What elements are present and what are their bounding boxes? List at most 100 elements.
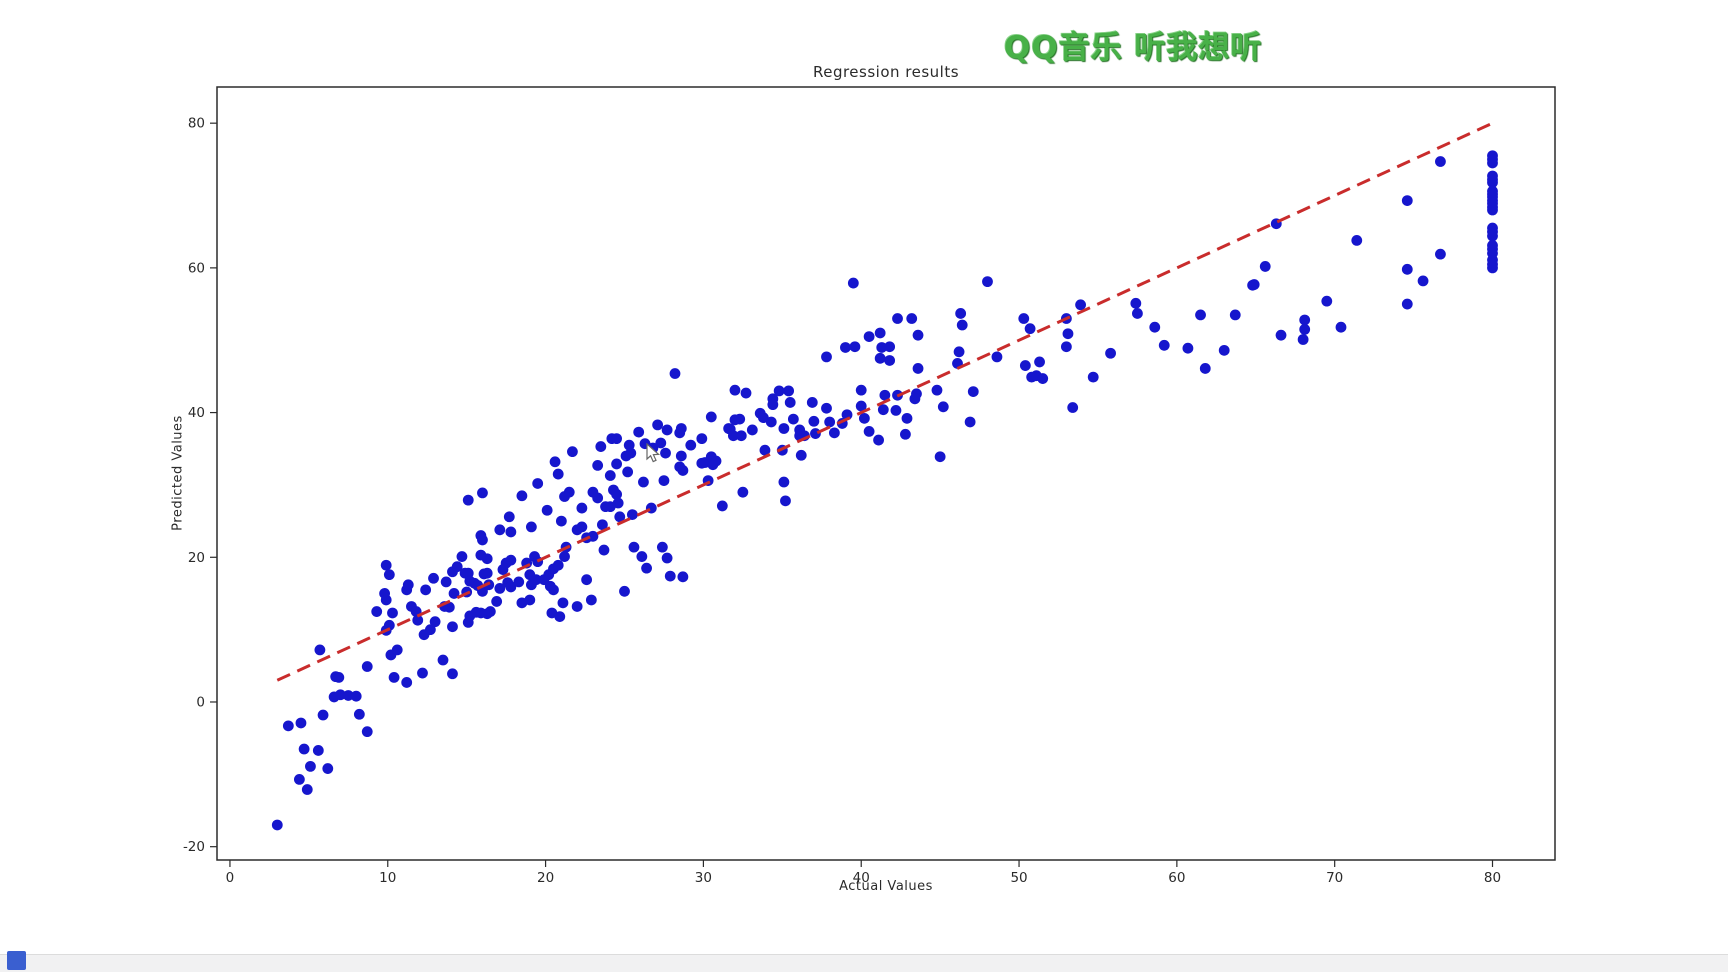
scatter-point xyxy=(633,426,645,438)
scatter-point xyxy=(417,667,428,679)
scatter-point xyxy=(1435,156,1446,167)
scatter-point xyxy=(1158,339,1170,351)
scatter-point xyxy=(934,451,946,463)
scatter-point xyxy=(900,428,911,440)
scatter-point xyxy=(604,470,616,481)
scatter-point xyxy=(876,342,888,353)
scatter-point xyxy=(1335,321,1347,333)
scatter-point xyxy=(821,402,832,414)
scatter-point xyxy=(677,571,689,583)
scatter-point xyxy=(1105,347,1116,359)
scatter-point xyxy=(350,690,362,702)
x-tick-label: 40 xyxy=(853,870,870,886)
scatter-point xyxy=(669,368,681,379)
scatter-point xyxy=(1401,298,1413,310)
scatter-point xyxy=(628,541,640,553)
x-tick-label: 70 xyxy=(1326,870,1343,886)
scatter-point xyxy=(874,327,886,339)
scatter-point xyxy=(675,450,687,462)
scatter-point xyxy=(335,689,346,701)
scatter-point xyxy=(912,363,924,374)
scatter-point xyxy=(598,544,610,556)
scatter-point xyxy=(1229,309,1241,321)
x-tick-label: 20 xyxy=(537,870,554,886)
scatter-point xyxy=(301,784,313,795)
scatter-point xyxy=(1417,275,1429,287)
y-tick-label: 60 xyxy=(188,260,205,276)
scatter-point xyxy=(677,465,689,476)
scatter-point xyxy=(563,486,575,498)
scatter-point xyxy=(477,534,488,546)
scatter-point xyxy=(863,425,875,437)
x-tick-label: 50 xyxy=(1010,870,1027,886)
scatter-point xyxy=(982,276,993,288)
scatter-point xyxy=(964,416,976,428)
scatter-point xyxy=(892,313,903,324)
scatter-point xyxy=(494,582,506,594)
x-tick-label: 0 xyxy=(226,870,235,886)
scatter-point xyxy=(956,319,968,331)
scatter-point xyxy=(554,611,566,623)
scatter-point xyxy=(494,524,506,536)
scatter-point xyxy=(727,430,739,442)
scatter-point xyxy=(759,444,771,456)
x-tick-label: 60 xyxy=(1168,870,1185,886)
scatter-point xyxy=(380,594,392,606)
scatter-point xyxy=(456,551,468,562)
scatter-point xyxy=(1401,263,1413,275)
scatter-point xyxy=(552,468,564,480)
scatter-point xyxy=(1132,308,1143,319)
scatter-point xyxy=(552,559,564,571)
scatter-point xyxy=(559,551,570,562)
scatter-point xyxy=(1299,314,1311,326)
scatter-point xyxy=(710,455,722,467)
scatter-point xyxy=(661,424,673,436)
scatter-point xyxy=(293,774,305,785)
scatter-point xyxy=(840,342,851,353)
scatter-point xyxy=(847,277,859,289)
scatter-point xyxy=(516,490,528,502)
scatter-point xyxy=(967,386,979,397)
scatter-point xyxy=(491,596,503,607)
scatter-point xyxy=(1487,262,1498,274)
scatter-point xyxy=(622,466,634,478)
scatter-point xyxy=(447,668,458,680)
scatter-point xyxy=(1024,323,1036,335)
scatter-point xyxy=(778,423,790,434)
scatter-point xyxy=(661,552,673,564)
scatter-point xyxy=(675,423,687,434)
scatter-point xyxy=(614,511,626,523)
scatter-point xyxy=(402,579,414,591)
scatter-point xyxy=(322,763,334,774)
scatter-point xyxy=(557,597,569,609)
scatter-point xyxy=(625,447,637,459)
scatter-point xyxy=(611,433,623,445)
scatter-point xyxy=(383,619,395,631)
scatter-point xyxy=(734,413,746,425)
taskbar-app-icon[interactable] xyxy=(7,951,26,970)
scatter-point xyxy=(664,570,676,582)
scatter-point xyxy=(655,437,667,449)
scatter-point xyxy=(592,492,604,504)
scatter-point xyxy=(503,511,515,523)
scatter-point xyxy=(1401,195,1413,206)
scatter-point xyxy=(955,308,967,319)
scatter-point xyxy=(1037,373,1049,384)
scatter-point xyxy=(581,574,593,586)
scatter-point xyxy=(1487,157,1498,169)
scatter-point xyxy=(716,500,728,512)
scatter-point xyxy=(863,331,875,343)
scatter-point xyxy=(576,502,588,514)
scatter-point xyxy=(619,585,630,597)
scatter-point xyxy=(1248,279,1260,290)
scatter-point xyxy=(333,671,345,683)
scatter-point xyxy=(1297,334,1309,345)
scatter-point xyxy=(462,494,474,506)
scatter-point xyxy=(611,488,623,500)
scatter-point xyxy=(447,621,458,633)
y-axis-label: Predicted Values xyxy=(170,415,186,531)
scatter-point xyxy=(388,671,400,683)
scatter-point xyxy=(592,459,604,471)
